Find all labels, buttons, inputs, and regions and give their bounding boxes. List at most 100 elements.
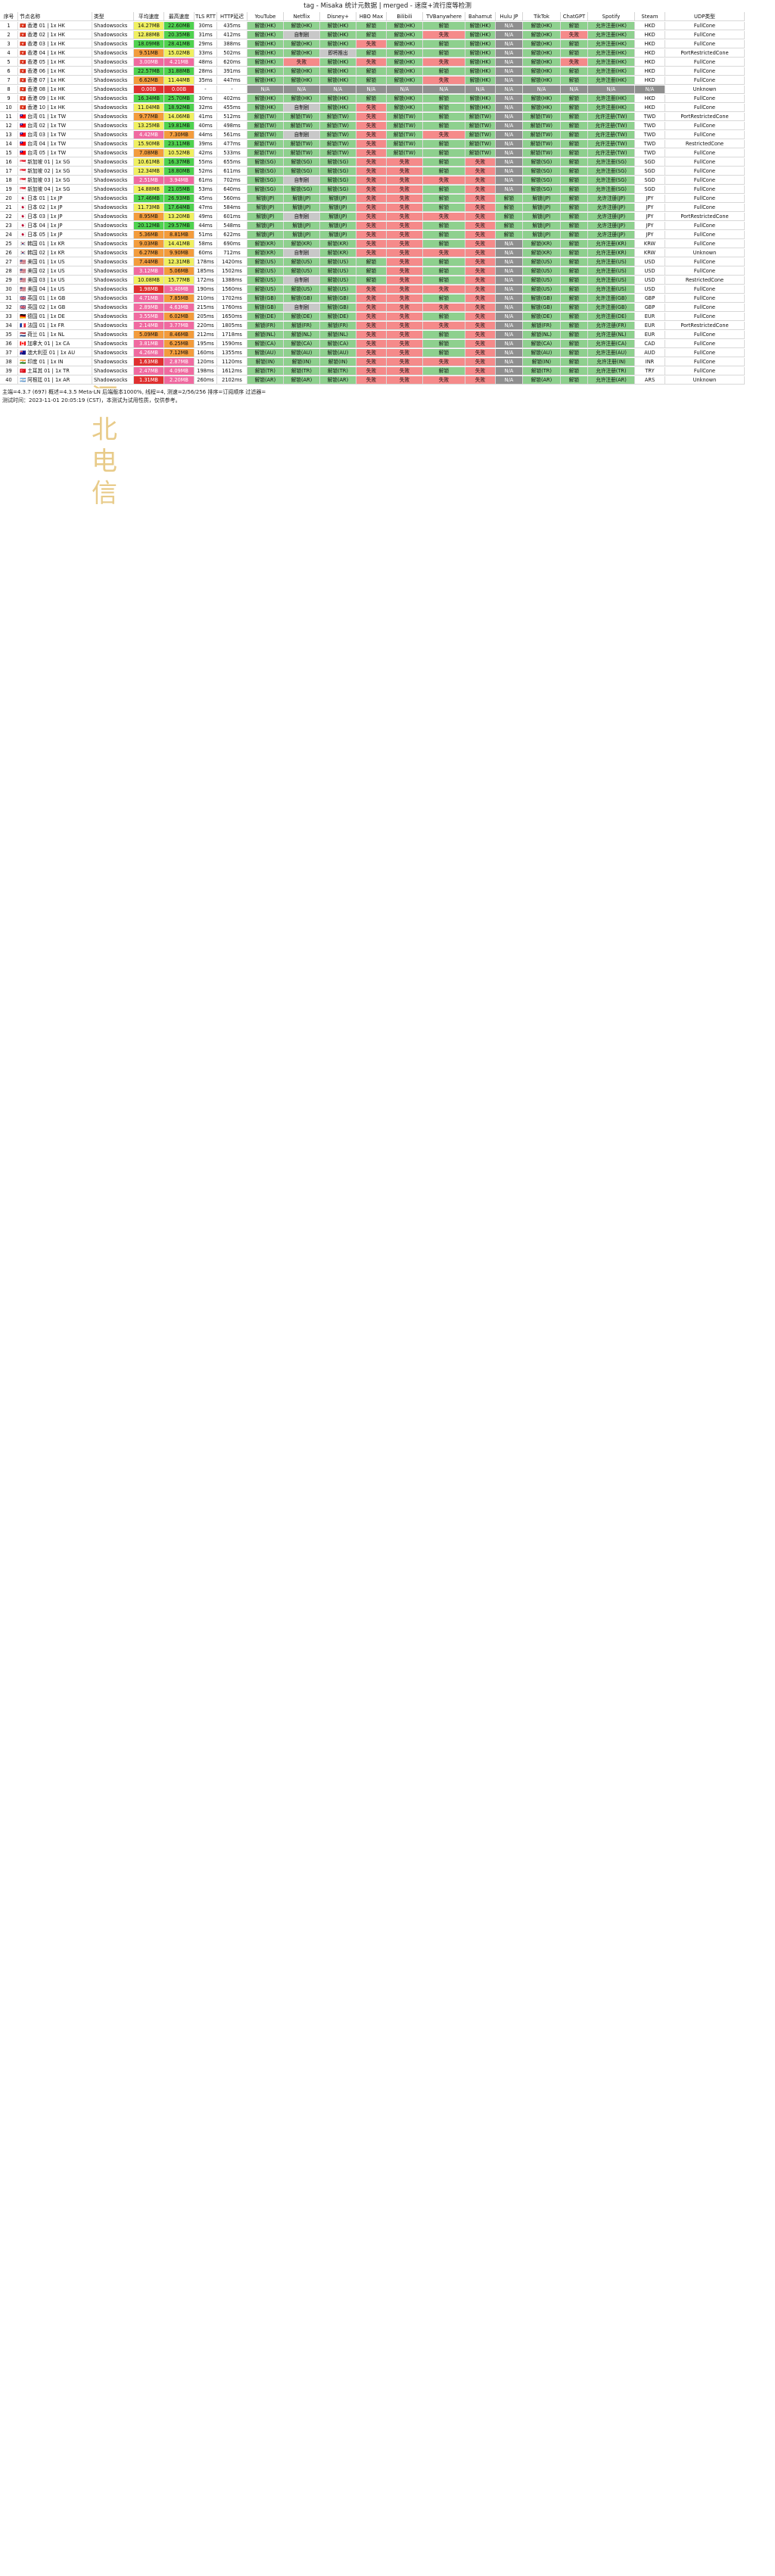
table-cell: 37: [0, 349, 18, 357]
table-cell: PortRestrictedCone: [665, 322, 745, 330]
table-row: 9 🇭🇰 香港 09 | 1x HK Shadowsocks 16.34MB 25.70…: [0, 95, 775, 104]
table-cell: -: [195, 86, 217, 94]
table-cell: 解锁(HK): [247, 95, 284, 103]
table-cell: 失败: [465, 340, 496, 348]
table-cell: 14.27MB: [134, 22, 164, 30]
table-cell: 🇭🇰 香港 01 | 1x HK: [18, 22, 92, 30]
table-cell: N/A: [496, 176, 523, 185]
column-header: UDP类型: [665, 12, 745, 21]
table-cell: 7.85MB: [164, 294, 195, 303]
table-cell: 解锁(TW): [247, 122, 284, 130]
table-cell: 解锁(HK): [523, 76, 561, 85]
column-header: 平均速度: [134, 12, 164, 21]
table-cell: Shadowsocks: [92, 249, 134, 257]
table-cell: SGD: [635, 167, 665, 176]
table-cell: 解锁(TW): [465, 113, 496, 121]
table-cell: FullCone: [665, 167, 745, 176]
table-cell: 🇯🇵 日本 04 | 1x JP: [18, 222, 92, 230]
table-cell: 10: [0, 104, 18, 112]
table-cell: 🇯🇵 日本 05 | 1x JP: [18, 231, 92, 239]
table-cell: 解锁(IN): [320, 358, 356, 366]
table-cell: 解锁(AR): [247, 376, 284, 385]
table-cell: 失败: [387, 313, 423, 321]
table-cell: 14.41MB: [164, 240, 195, 248]
table-cell: 41ms: [195, 113, 217, 121]
table-cell: 6.02MB: [164, 313, 195, 321]
table-cell: 失败: [387, 340, 423, 348]
table-cell: 失败: [387, 167, 423, 176]
table-cell: 解锁(TW): [247, 140, 284, 148]
table-cell: 失败: [356, 249, 387, 257]
table-cell: 解锁(KR): [284, 240, 320, 248]
table-cell: 22.57MB: [134, 67, 164, 76]
table-cell: SGD: [635, 185, 665, 194]
table-cell: 6.27MB: [134, 249, 164, 257]
table-cell: PortRestrictedCone: [665, 113, 745, 121]
table-cell: 失败: [387, 185, 423, 194]
table-cell: 解锁(SG): [284, 158, 320, 167]
table-row: 5 🇭🇰 香港 05 | 1x HK Shadowsocks 3.00MB 4.21MB…: [0, 58, 775, 67]
table-cell: 解锁(HK): [387, 67, 423, 76]
table-cell: 解锁(HK): [387, 104, 423, 112]
table-cell: 失败: [465, 358, 496, 366]
table-cell: 解锁: [423, 158, 465, 167]
table-cell: 解锁(SG): [247, 167, 284, 176]
table-cell: 解锁(DE): [523, 313, 561, 321]
table-cell: 44ms: [195, 222, 217, 230]
table-cell: 3.12MB: [134, 267, 164, 276]
table-row: 33 🇩🇪 德国 01 | 1x DE Shadowsocks 3.55MB 6.02M…: [0, 313, 775, 322]
column-header: 类型: [92, 12, 134, 21]
table-cell: 允许注册(IN): [588, 358, 635, 366]
table-cell: 解锁: [423, 240, 465, 248]
table-cell: 17: [0, 167, 18, 176]
table-cell: 🇦🇷 阿根廷 01 | 1x AR: [18, 376, 92, 385]
table-cell: 解锁: [561, 158, 588, 167]
table-row: 30 🇺🇸 美国 04 | 1x US Shadowsocks 1.98MB 3.40M…: [0, 285, 775, 294]
table-row: 35 🇳🇱 荷兰 01 | 1x NL Shadowsocks 5.09MB 8.46M…: [0, 331, 775, 340]
table-cell: 120ms: [195, 358, 217, 366]
table-cell: 42ms: [195, 149, 217, 157]
table-cell: 解锁(SG): [247, 158, 284, 167]
table-cell: 🇭🇰 香港 02 | 1x HK: [18, 31, 92, 39]
table-cell: 18.09MB: [134, 40, 164, 48]
table-cell: 失败: [356, 349, 387, 357]
table-cell: 失败: [423, 376, 465, 385]
table-cell: 13.25MB: [134, 122, 164, 130]
table-cell: 解锁(HK): [523, 58, 561, 67]
table-cell: FullCone: [665, 204, 745, 212]
table-cell: 解锁(HK): [465, 104, 496, 112]
table-row: 14 🇹🇼 台湾 04 | 1x TW Shadowsocks 15.90MB 23.1…: [0, 140, 775, 149]
table-cell: EUR: [635, 322, 665, 330]
table-cell: 3.40MB: [164, 285, 195, 294]
table-cell: FullCone: [665, 158, 745, 167]
report-title: tag - Misaka 统计元数据 | merged - 速度+流行度等检测: [0, 0, 775, 12]
table-cell: 33ms: [195, 49, 217, 58]
table-cell: 45ms: [195, 195, 217, 203]
table-cell: ARS: [635, 376, 665, 385]
table-cell: 解锁(HK): [465, 67, 496, 76]
table-cell: 失败: [356, 322, 387, 330]
table-cell: 解锁(HK): [247, 31, 284, 39]
table-cell: FullCone: [665, 258, 745, 266]
table-cell: 解锁(JP): [284, 195, 320, 203]
table-cell: 允许注册(HK): [588, 76, 635, 85]
table-cell: 解锁: [423, 204, 465, 212]
table-cell: 解锁: [561, 367, 588, 375]
table-cell: 17.64MB: [164, 204, 195, 212]
table-row: 25 🇰🇷 韩国 01 | 1x KR Shadowsocks 9.03MB 14.41…: [0, 240, 775, 249]
table-cell: 解锁(AR): [523, 376, 561, 385]
table-cell: 🇸🇬 新加坡 02 | 1x SG: [18, 167, 92, 176]
table-cell: 失败: [465, 349, 496, 357]
table-cell: 🇹🇼 台湾 04 | 1x TW: [18, 140, 92, 148]
table-cell: 6.62MB: [134, 76, 164, 85]
table-cell: 12.34MB: [134, 167, 164, 176]
table-cell: 解锁: [356, 267, 387, 276]
table-cell: 解锁(TW): [284, 113, 320, 121]
table-cell: 29.57MB: [164, 222, 195, 230]
table-cell: 失败: [465, 331, 496, 339]
table-cell: Shadowsocks: [92, 113, 134, 121]
table-cell: 4: [0, 49, 18, 58]
table-cell: N/A: [320, 86, 356, 94]
table-cell: 失败: [423, 31, 465, 39]
